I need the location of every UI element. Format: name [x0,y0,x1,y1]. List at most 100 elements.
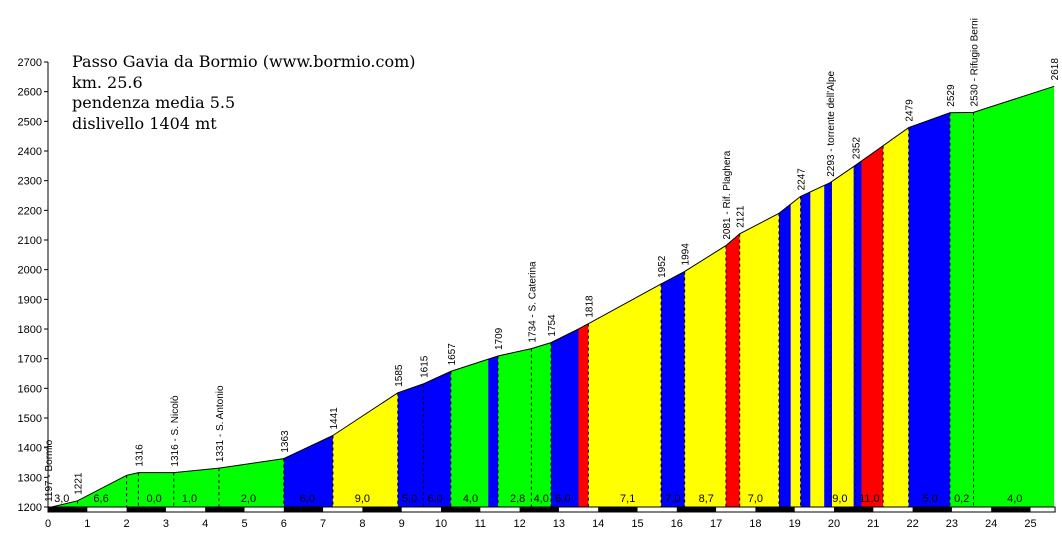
point-label: 1615 [419,355,430,378]
x-tick-label: 5 [241,518,247,530]
grade-band-yellow [790,196,801,507]
x-tick-label: 4 [202,518,208,530]
x-tick-label: 17 [710,518,722,530]
gradient-label: 6,0 [555,493,570,505]
y-tick-label: 2100 [18,235,42,247]
grade-band-blue [800,191,811,508]
segment-dividers [76,112,975,509]
point-label: 1818 [584,295,595,318]
y-tick-label: 2000 [18,265,42,277]
point-label: 1441 [329,407,340,430]
point-label: 1197 - Bormio [44,439,55,502]
y-tick-label: 1500 [18,413,42,425]
route-avg-grade: pendenza media 5.5 [72,93,236,112]
gradient-label: 6,0 [427,493,442,505]
profile-line [47,85,1055,509]
y-tick-label: 2700 [18,57,42,69]
km-ruler-block [362,507,402,512]
gradient-label: 8,7 [699,493,714,505]
grade-band-blue [779,204,791,507]
gradient-label: 4,0 [534,493,549,505]
point-label: 1709 [494,327,505,350]
gradient-labels: 3,0 6,6 0,0 1,0 2,0 6,0 9,0 5,0 6,0 4,0 2,8 4,0 6,0 7… [54,493,1022,505]
point-label: 1734 - S. Caterina [527,261,538,343]
grade-bands [48,86,1055,508]
point-label: 1657 [447,343,458,366]
point-label: 2352 [852,137,863,160]
km-ruler-block [205,507,245,512]
point-label: 2247 [797,168,808,191]
gradient-label: 6,6 [93,493,108,505]
grade-band-blue [853,161,862,507]
grade-band-yellow [684,245,726,507]
route-elevation-gain: dislivello 1404 mt [72,113,217,133]
gradient-label: 11,0 [859,493,880,505]
x-tick-label: 21 [867,518,879,530]
x-tick-label: 12 [513,518,525,530]
grade-band-red [725,233,740,508]
gradient-label: 3,0 [54,493,69,505]
x-tick-label: 15 [631,518,643,530]
grade-band-blue [397,371,451,507]
km-ruler-block [755,507,795,512]
km-ruler-block [991,507,1031,512]
grade-band-green [126,458,284,507]
point-label: 2479 [905,99,916,122]
grade-band-blue [551,329,579,507]
x-axis-ticks: 0 1 2 3 4 5 6 7 8 9 10 11 12 13 14 15 16 17 18 19 20 21 22 23 24… [45,518,1037,530]
x-tick-label: 0 [45,518,51,530]
km-ruler-block [598,507,638,512]
grade-band-red [861,145,884,507]
grade-band-green [949,86,1055,508]
grade-band-blue [908,112,950,507]
point-label: 2081 - Rif. Plaghera [722,150,733,239]
grade-band-yellow [588,283,662,507]
y-tick-label: 2400 [18,146,42,158]
x-tick-label: 20 [828,518,840,530]
x-tick-label: 14 [592,518,604,530]
point-label: 1316 - S. Nicolò [170,395,181,467]
y-tick-label: 1400 [18,443,42,455]
x-tick-label: 16 [671,518,683,530]
route-title: Passo Gavia da Bormio (www.bormio.com) [72,52,416,71]
x-tick-label: 9 [399,518,405,530]
x-tick-label: 25 [1024,518,1036,530]
km-ruler-block [126,507,166,512]
gradient-label: 6,0 [300,493,315,505]
y-tick-label: 1800 [18,324,42,336]
x-tick-label: 1 [84,518,90,530]
x-tick-label: 7 [320,518,326,530]
point-label: 1994 [681,243,692,266]
point-label: 1316 [134,444,145,467]
x-tick-label: 13 [553,518,565,530]
y-tick-label: 2600 [18,87,42,99]
gradient-label: 5,0 [402,493,417,505]
point-label: 1952 [657,255,668,278]
km-ruler-block [48,507,88,512]
y-axis-ticks: 1200 1300 1400 1500 1600 1700 1800 1900 2000 2100… [18,57,48,514]
axes [47,62,1056,513]
y-tick-label: 1700 [18,354,42,366]
x-tick-label: 3 [163,518,169,530]
gradient-label: 0,0 [146,493,161,505]
x-tick-label: 18 [749,518,761,530]
gradient-label: 7,0 [665,493,680,505]
x-tick-label: 24 [985,518,997,530]
y-tick-label: 2200 [18,205,42,217]
point-label: 1754 [547,314,558,337]
point-label: 2121 [736,205,747,228]
grade-band-green [498,342,551,507]
gradient-label: 2,0 [241,493,256,505]
x-tick-label: 11 [475,518,486,530]
gradient-label: 7,0 [748,493,763,505]
gradient-label: 4,0 [463,493,478,505]
gradient-label: 5,0 [923,493,938,505]
point-label: 1221 [73,472,84,495]
km-ruler-block [834,507,874,512]
grade-band-yellow [810,185,825,507]
y-tick-label: 1600 [18,383,42,395]
point-labels: 1197 - Bormio 1221 1316 1316 - S. Nicolò 133… [44,18,1061,502]
y-tick-label: 2300 [18,176,42,188]
profile-line [47,85,1055,509]
point-label: 2293 - torrente dell'Alpe [826,70,837,176]
